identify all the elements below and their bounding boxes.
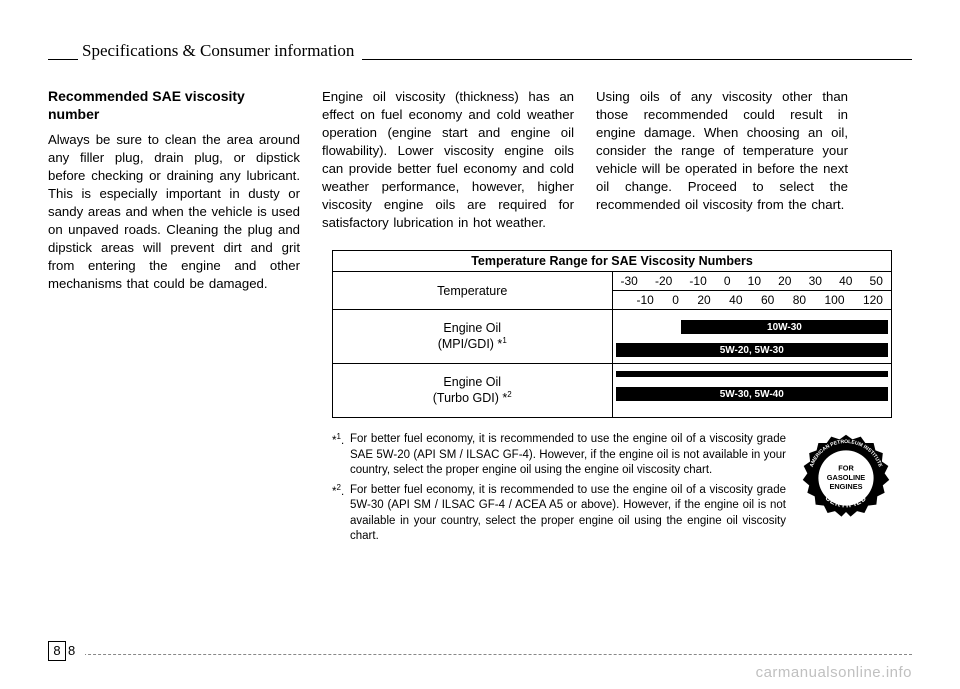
column-1: Recommended SAE viscosity number Always … bbox=[48, 88, 300, 293]
fahrenheit-scale-cell: -10 0 20 40 60 80 100 120 bbox=[612, 291, 892, 310]
temperature-label: Temperature bbox=[333, 272, 613, 310]
viscosity-bar bbox=[616, 371, 889, 377]
footnote-item: *1.For better fuel economy, it is recomm… bbox=[332, 432, 786, 479]
footnote-item: *2.For better fuel economy, it is recomm… bbox=[332, 483, 786, 545]
celsius-tick: 40 bbox=[839, 274, 852, 288]
celsius-tick: 10 bbox=[748, 274, 761, 288]
page-number-box: 88 bbox=[48, 641, 85, 661]
footnotes-text: *1.For better fuel economy, it is recomm… bbox=[332, 432, 786, 549]
header-rule: Specifications & Consumer information bbox=[48, 38, 912, 60]
oil-label-line2: (Turbo GDI) * bbox=[433, 392, 508, 406]
bar-wrap: 5W-30, 5W-40 bbox=[616, 367, 889, 414]
col1-heading: Recommended SAE viscosity number bbox=[48, 88, 300, 123]
footnote-marker: *1. bbox=[332, 432, 350, 479]
celsius-tick: -20 bbox=[655, 274, 672, 288]
seal-line3: ENGINES bbox=[829, 482, 862, 491]
table-title: Temperature Range for SAE Viscosity Numb… bbox=[333, 251, 892, 272]
watermark: carmanualsonline.info bbox=[756, 664, 912, 681]
celsius-tick: -10 bbox=[689, 274, 706, 288]
seal-line1: FOR bbox=[838, 464, 854, 473]
page-footer: 88 bbox=[48, 654, 912, 659]
api-seal: AMERICAN PETROLEUM INSTITUTE CERTIFIED F… bbox=[800, 432, 892, 524]
footnotes-block: *1.For better fuel economy, it is recomm… bbox=[332, 432, 892, 549]
fahrenheit-tick: 60 bbox=[761, 293, 774, 307]
bar-wrap: 10W-30 5W-20, 5W-30 bbox=[616, 313, 889, 360]
oil-label-sup: 2 bbox=[507, 390, 511, 399]
footnote-marker: *2. bbox=[332, 483, 350, 545]
celsius-tick: 30 bbox=[809, 274, 822, 288]
fahrenheit-tick: 100 bbox=[825, 293, 845, 307]
oil-label-sup: 1 bbox=[502, 336, 506, 345]
chapter-number: 8 bbox=[48, 641, 66, 661]
viscosity-bar: 5W-30, 5W-40 bbox=[616, 387, 889, 401]
viscosity-table: Temperature Range for SAE Viscosity Numb… bbox=[332, 250, 892, 418]
fahrenheit-tick: 0 bbox=[672, 293, 679, 307]
fahrenheit-scale: -10 0 20 40 60 80 100 120 bbox=[619, 293, 886, 307]
footnote-body: For better fuel economy, it is recommend… bbox=[350, 483, 786, 545]
oil-label-line1: Engine Oil bbox=[443, 375, 501, 389]
fahrenheit-tick: 120 bbox=[863, 293, 883, 307]
footnote-body: For better fuel economy, it is recommend… bbox=[350, 432, 786, 479]
celsius-tick: 20 bbox=[778, 274, 791, 288]
celsius-tick: -30 bbox=[621, 274, 638, 288]
viscosity-bar: 10W-30 bbox=[681, 320, 888, 334]
fahrenheit-tick: 40 bbox=[729, 293, 742, 307]
celsius-tick: 0 bbox=[724, 274, 731, 288]
viscosity-bar: 5W-20, 5W-30 bbox=[616, 343, 889, 357]
oil-bar-cell: 5W-30, 5W-40 bbox=[612, 364, 892, 418]
oil-bar-cell: 10W-30 5W-20, 5W-30 bbox=[612, 310, 892, 364]
celsius-tick: 50 bbox=[870, 274, 883, 288]
oil-label-line2: (MPI/GDI) * bbox=[438, 338, 503, 352]
celsius-scale-cell: -30 -20 -10 0 10 20 30 40 50 bbox=[612, 272, 892, 291]
oil-row-label: Engine Oil (Turbo GDI) *2 bbox=[333, 364, 613, 418]
fahrenheit-tick: 20 bbox=[697, 293, 710, 307]
oil-row-label: Engine Oil (MPI/GDI) *1 bbox=[333, 310, 613, 364]
col3-body: Using oils of any viscosity other than t… bbox=[596, 88, 848, 214]
col1-body: Always be sure to clean the area around … bbox=[48, 131, 300, 293]
fahrenheit-tick: -10 bbox=[637, 293, 654, 307]
page-header-title: Specifications & Consumer information bbox=[78, 41, 362, 61]
seal-line2: GASOLINE bbox=[827, 473, 866, 482]
chart-and-footnotes: Temperature Range for SAE Viscosity Numb… bbox=[332, 250, 892, 549]
oil-label-line1: Engine Oil bbox=[443, 321, 501, 335]
fahrenheit-tick: 80 bbox=[793, 293, 806, 307]
col2-body: Engine oil viscosity (thickness) has an … bbox=[322, 88, 574, 232]
celsius-scale: -30 -20 -10 0 10 20 30 40 50 bbox=[619, 274, 886, 288]
page-number: 8 bbox=[68, 643, 75, 658]
api-seal-svg: AMERICAN PETROLEUM INSTITUTE CERTIFIED F… bbox=[800, 432, 892, 524]
